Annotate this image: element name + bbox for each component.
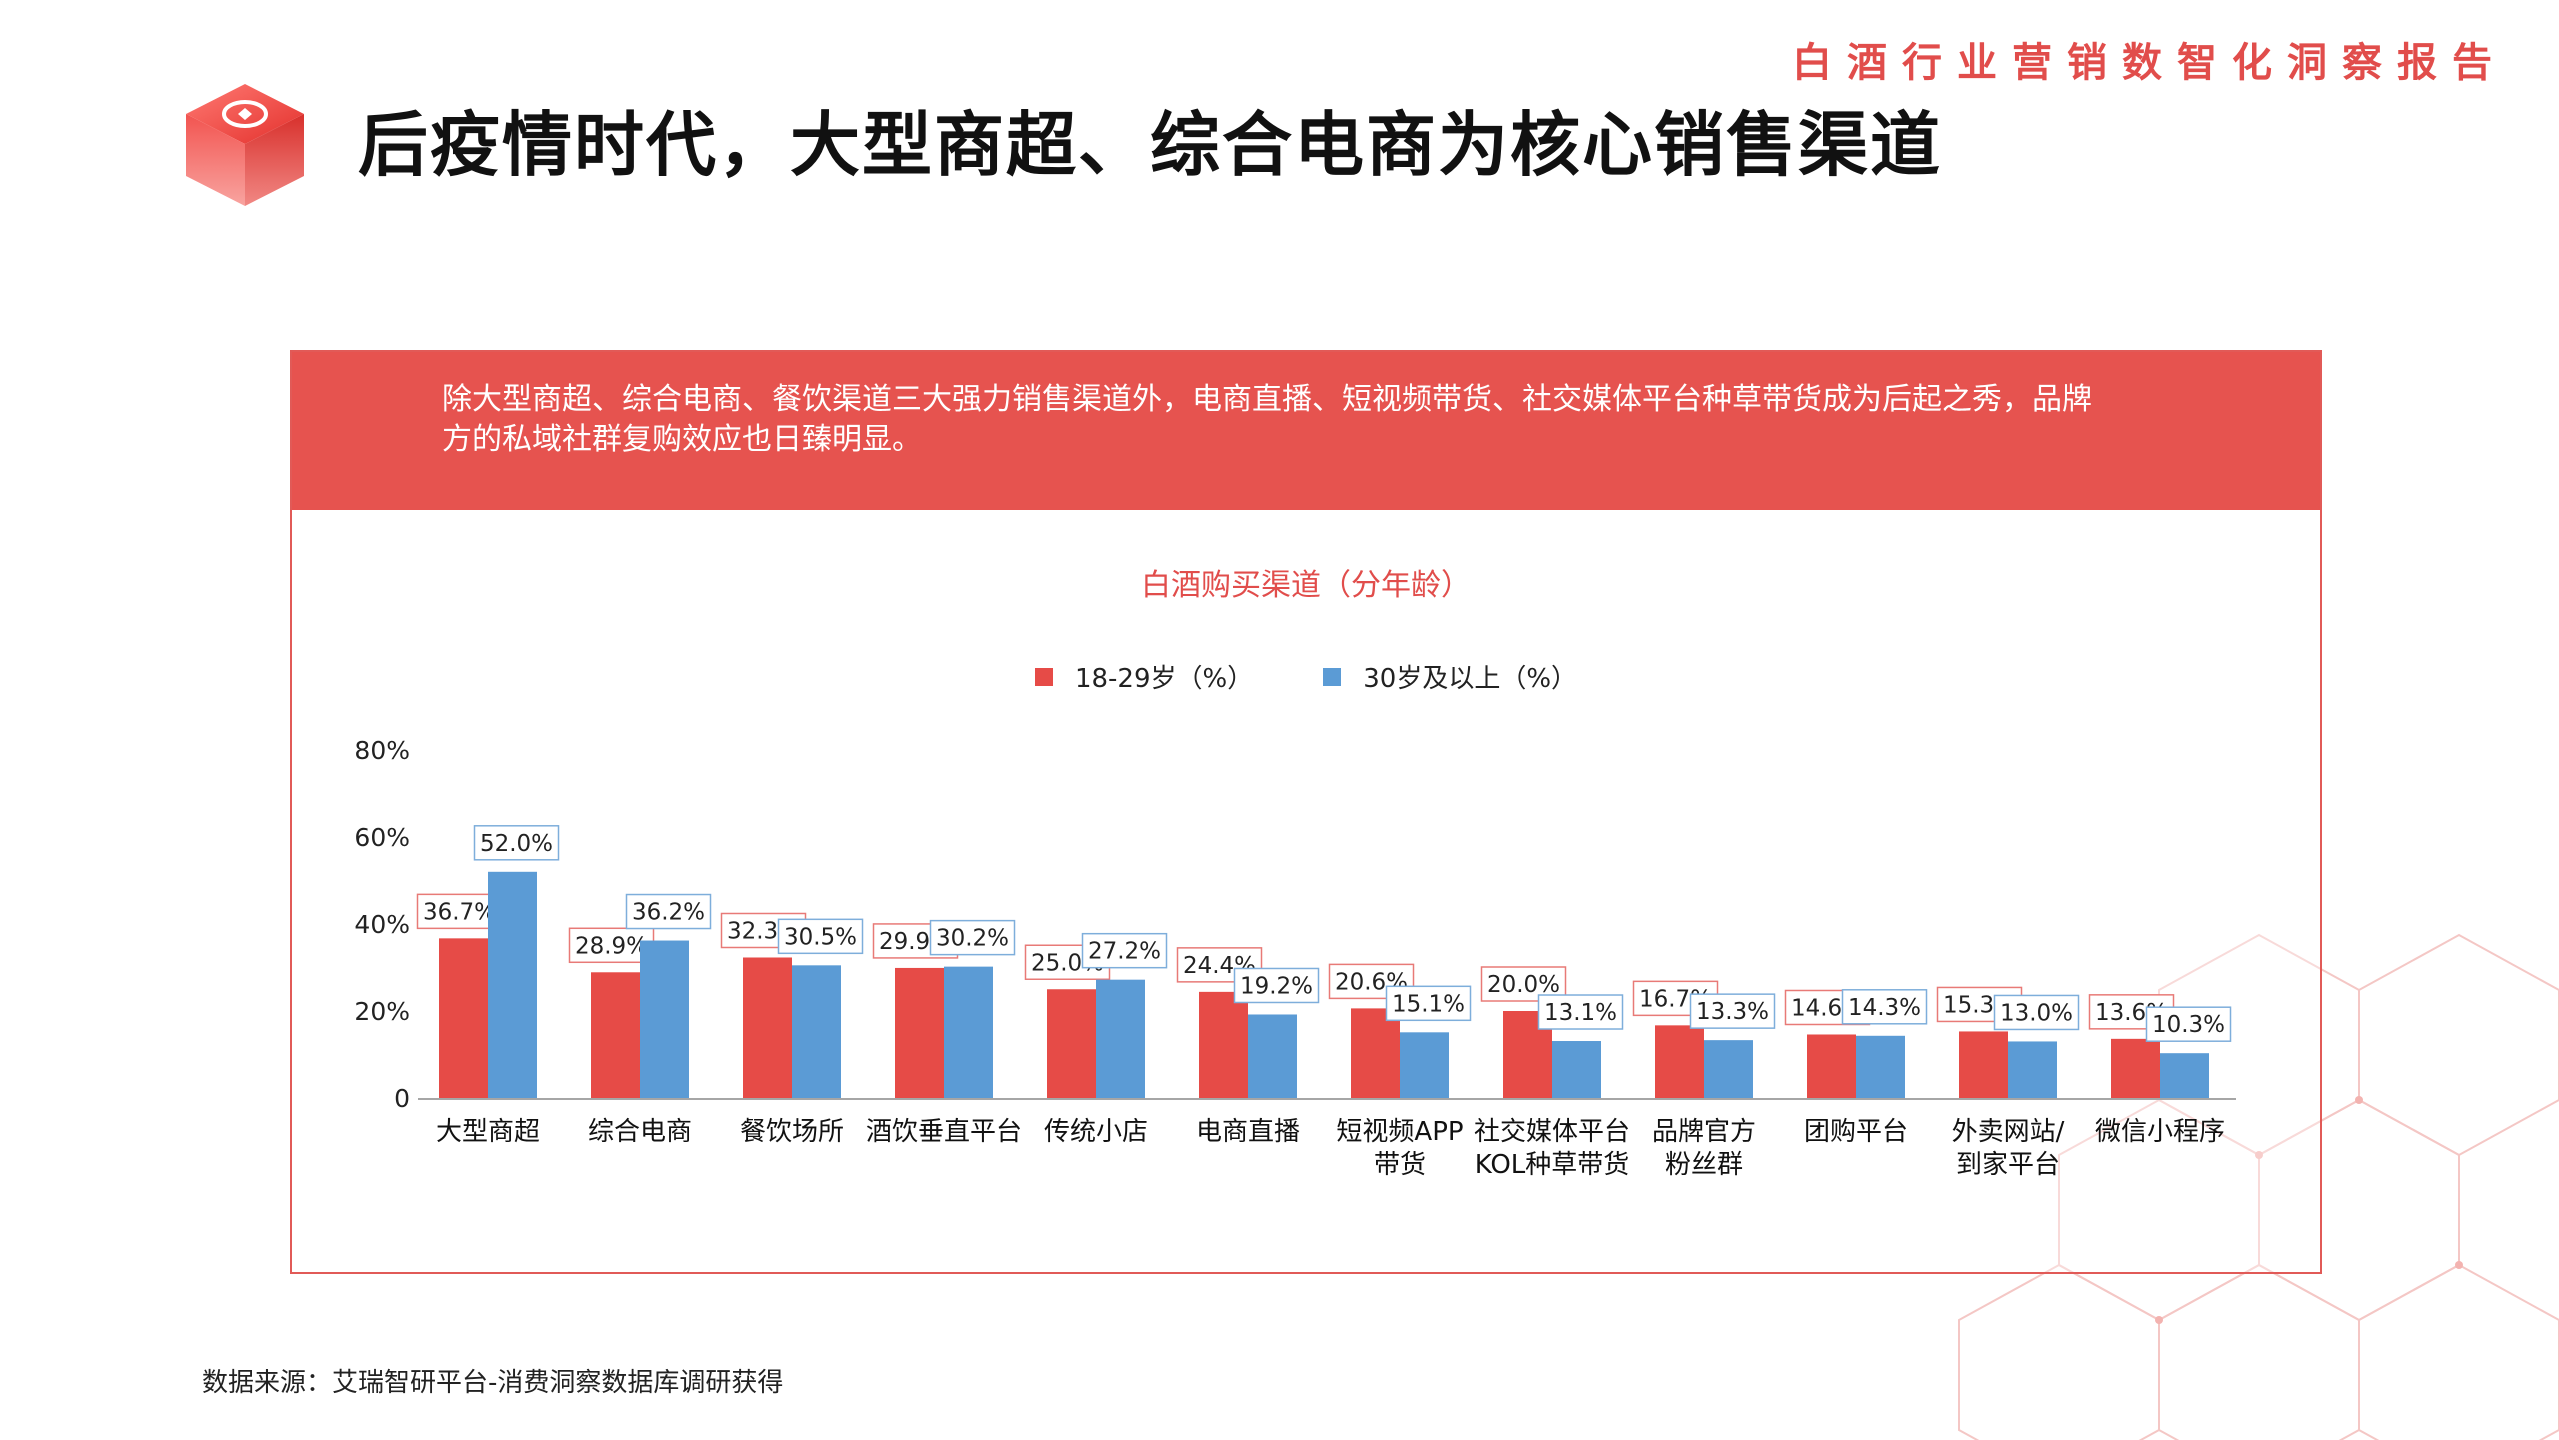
data-label-box	[777, 918, 864, 955]
bar-series-2	[944, 966, 993, 1098]
data-label: 30.5%	[784, 924, 857, 950]
bar-series-1	[1655, 1025, 1704, 1098]
data-label-box	[2145, 1006, 2232, 1042]
bar-series-2	[1552, 1041, 1601, 1098]
y-tick-label: 40%	[354, 910, 410, 939]
legend-swatch-series-1	[1034, 667, 1053, 686]
data-label: 14.3%	[1848, 995, 1921, 1021]
bar-series-1	[1199, 991, 1248, 1098]
bar-series-1	[1959, 1031, 2008, 1098]
bar-series-2	[1400, 1032, 1449, 1098]
bar-series-2	[488, 871, 537, 1098]
data-label-box	[1233, 967, 1320, 1004]
data-label-box	[1537, 994, 1624, 1030]
bar-series-1	[1047, 989, 1096, 1098]
chart-card: 除大型商超、综合电商、餐饮渠道三大强力销售渠道外，电商直播、短视频带货、社交媒体…	[290, 350, 2322, 1274]
x-tick-label: 短视频APP 带货	[1336, 1117, 1463, 1180]
page-title: 后疫情时代，大型商超、综合电商为核心销售渠道	[358, 104, 1942, 186]
data-label: 30.2%	[936, 926, 1009, 952]
bar-series-1	[1807, 1034, 1856, 1098]
bar-series-1	[2111, 1038, 2160, 1098]
data-label-box	[1385, 985, 1472, 1022]
x-tick-label: 外卖网站/到家平台	[1952, 1117, 2065, 1180]
data-label: 13.0%	[2000, 1000, 2073, 1026]
bar-series-2	[640, 940, 689, 1098]
data-label-box	[1993, 994, 2080, 1031]
bar-series-1	[895, 967, 944, 1098]
report-name: 白酒行业营销数智化洞察报告	[1792, 40, 2507, 86]
legend-swatch-series-2	[1323, 667, 1342, 686]
data-label: 52.0%	[480, 831, 553, 857]
x-tick-label: 综合电商	[588, 1117, 692, 1147]
bar-series-2	[1096, 979, 1145, 1098]
data-label: 20.0%	[1487, 972, 1560, 998]
data-label: 10.3%	[2152, 1012, 2225, 1038]
data-label-box	[625, 893, 712, 930]
legend-label-series-1: 18-29岁（%）	[1074, 664, 1254, 694]
legend-item-series-1: 18-29岁（%）	[1034, 658, 1254, 695]
bar-series-2	[2160, 1053, 2209, 1098]
bar-series-1	[439, 938, 488, 1098]
chart-title: 白酒购买渠道（分年龄）	[1141, 568, 1471, 603]
data-label: 27.2%	[1088, 939, 1161, 965]
y-tick-label: 60%	[354, 823, 410, 852]
bar-series-1	[743, 957, 792, 1098]
data-label-box	[568, 927, 655, 964]
data-label-box	[929, 919, 1016, 956]
brand-cube-logo-icon	[186, 84, 304, 206]
chart-legend: 18-29岁（%） 30岁及以上（%）	[292, 658, 2320, 695]
data-label: 13.1%	[1544, 1000, 1617, 1026]
legend-label-series-2: 30岁及以上（%）	[1363, 664, 1578, 694]
bar-series-2	[792, 965, 841, 1098]
summary-banner: 除大型商超、综合电商、餐饮渠道三大强力销售渠道外，电商直播、短视频带货、社交媒体…	[292, 352, 2320, 510]
data-label: 15.1%	[1392, 991, 1465, 1017]
x-tick-label: 酒饮垂直平台	[866, 1117, 1022, 1147]
y-tick-label: 80%	[354, 736, 410, 765]
bar-series-2	[1704, 1040, 1753, 1098]
x-tick-label: 微信小程序	[2095, 1117, 2225, 1147]
data-source-note: 数据来源：艾瑞智研平台-消费洞察数据库调研获得	[202, 1368, 784, 1398]
bar-series-1	[591, 972, 640, 1098]
data-label: 13.3%	[1696, 999, 1769, 1025]
bar-series-2	[1248, 1014, 1297, 1098]
x-tick-label: 社交媒体平台 KOL种草带货	[1474, 1117, 1630, 1180]
x-tick-label: 餐饮场所	[740, 1117, 844, 1147]
bar-series-2	[2008, 1041, 2057, 1098]
x-tick-label: 大型商超	[436, 1117, 540, 1147]
legend-item-series-2: 30岁及以上（%）	[1323, 658, 1577, 695]
bar-chart: 0 20% 40% 60% 80% 36.7% 52.0% 大型商超 28.9% 36.2% 综合电…	[354, 736, 2236, 1180]
summary-text: 除大型商超、综合电商、餐饮渠道三大强力销售渠道外，电商直播、短视频带货、社交媒体…	[442, 382, 2092, 457]
bar-series-2	[1856, 1035, 1905, 1098]
x-tick-label: 品牌官方粉丝群	[1652, 1117, 1756, 1180]
data-label: 28.9%	[575, 933, 648, 959]
data-label-box	[1689, 993, 1776, 1029]
data-label-box	[1081, 932, 1168, 969]
data-label: 36.2%	[632, 900, 705, 926]
y-tick-label: 20%	[354, 997, 410, 1026]
x-tick-label: 传统小店	[1044, 1117, 1148, 1147]
data-label: 19.2%	[1240, 973, 1313, 999]
data-label: 36.7%	[423, 899, 496, 925]
y-tick-label: 0	[394, 1084, 410, 1113]
data-label-box	[1841, 989, 1928, 1025]
data-label-box	[473, 825, 560, 861]
bar-series-1	[1351, 1008, 1400, 1098]
x-tick-label: 电商直播	[1196, 1117, 1300, 1147]
x-tick-label: 团购平台	[1804, 1117, 1908, 1147]
